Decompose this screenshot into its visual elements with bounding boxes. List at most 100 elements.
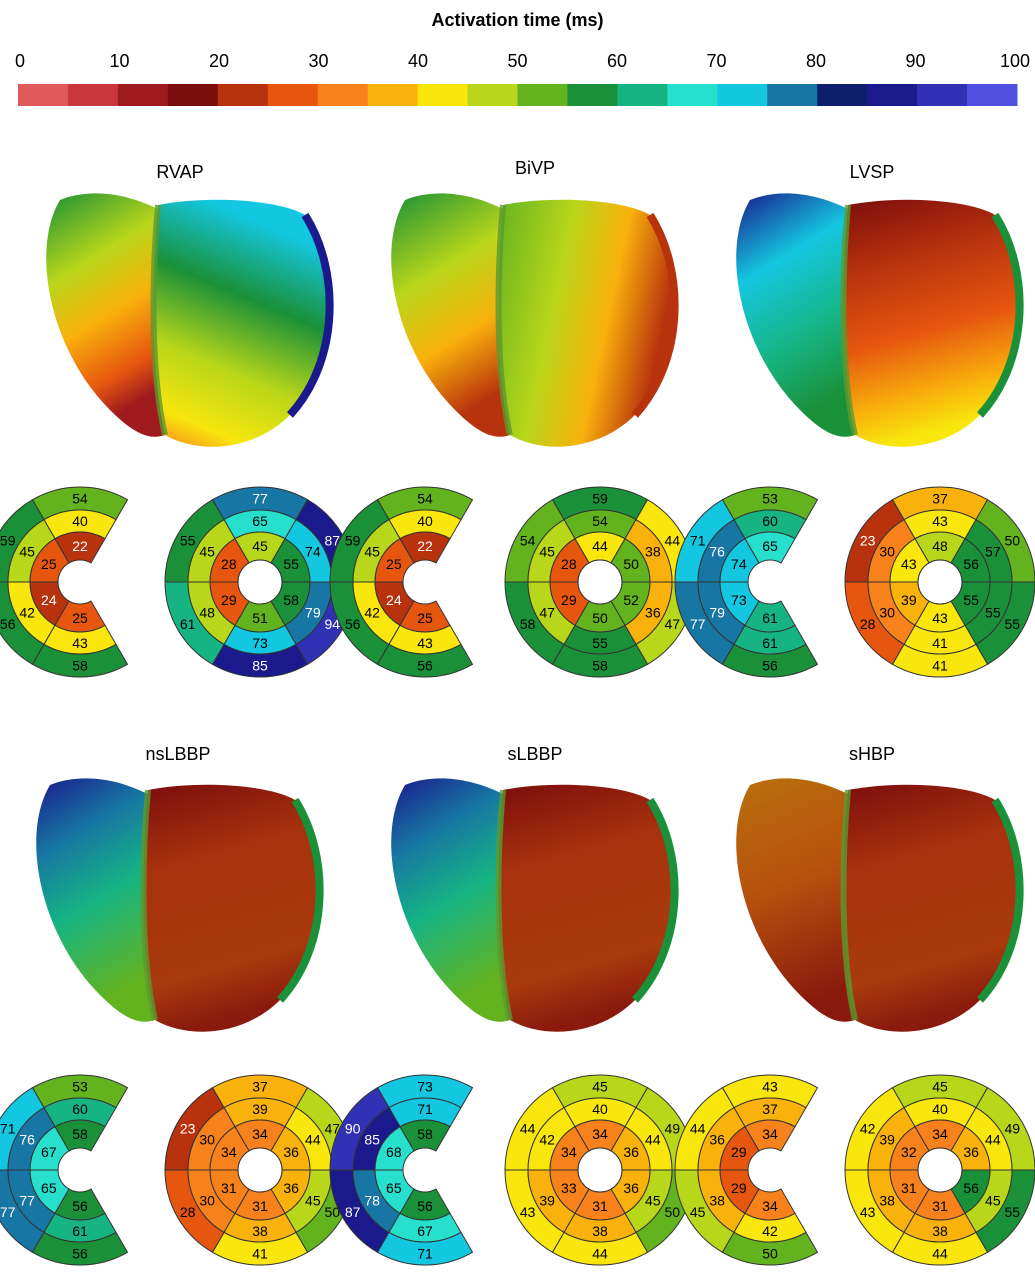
bullseye-segment: [744, 531, 796, 564]
colorbar-swatch: [917, 84, 968, 106]
bullseye-value: 58: [520, 616, 536, 632]
bullseye-value: 50: [623, 556, 639, 572]
heart-rendering: [391, 778, 679, 1032]
bullseye-value: 58: [72, 1126, 88, 1142]
septum: [495, 789, 513, 1021]
bullseye-value: 31: [252, 1198, 268, 1214]
colorbar-swatch: [217, 84, 269, 106]
bullseye-value: 54: [592, 513, 608, 529]
lv-wall: [498, 784, 675, 1032]
bullseye-value: 42: [364, 605, 380, 621]
bullseye-value: 36: [623, 1144, 639, 1160]
lv-rim: [632, 797, 679, 1003]
bullseye-value: 52: [623, 592, 639, 608]
colorbar-tick-label: 50: [507, 51, 528, 71]
bullseye-value: 45: [19, 544, 35, 560]
bullseye-value: 29: [731, 1180, 747, 1196]
bullseye-pair: 53 71 77 56 60 76 77 61 58 67 65 56 37 47 50 41 28 23 39 44…: [0, 1074, 356, 1266]
bullseye-segment: [54, 531, 106, 564]
lv-rim: [277, 797, 324, 1003]
panel-title: RVAP: [156, 162, 204, 182]
bullseye-value: 54: [520, 532, 536, 548]
bullseye-value: 48: [932, 538, 948, 554]
bullseye-value: 56: [963, 556, 979, 572]
bullseye-value: 32: [901, 1144, 917, 1160]
bullseye-value: 90: [345, 1120, 361, 1136]
bullseye-value: 45: [690, 1204, 706, 1220]
bullseye-value: 25: [41, 556, 57, 572]
bullseye-value: 56: [963, 1180, 979, 1196]
bullseye-value: 73: [417, 1079, 433, 1095]
bullseye-value: 40: [72, 513, 88, 529]
bullseye-value: 25: [417, 610, 433, 626]
bullseye-value: 43: [762, 1079, 778, 1095]
colorbar-tick-label: 0: [14, 51, 25, 71]
bullseye-value: 44: [932, 1246, 948, 1262]
bullseye-value: 65: [252, 513, 268, 529]
bullseye-value: 50: [592, 610, 608, 626]
bullseye-value: 28: [561, 556, 577, 572]
rv-wall: [36, 778, 155, 1022]
bullseye-value: 40: [592, 1101, 608, 1117]
septum: [150, 204, 168, 436]
bullseye-value: 31: [221, 1180, 237, 1196]
colorbar-title: Activation time (ms): [431, 10, 604, 30]
colorbar-swatch: [267, 84, 319, 106]
bullseye-center: [917, 559, 963, 605]
bullseye-value: 71: [690, 532, 706, 548]
bullseye-value: 37: [252, 1079, 268, 1095]
bullseye-center: [577, 559, 623, 605]
bullseye-segment: [744, 1188, 796, 1221]
bullseye-value: 22: [417, 538, 433, 554]
bullseye-value: 43: [860, 1204, 876, 1220]
colorbar-tick-label: 60: [606, 51, 628, 71]
bullseye-value: 56: [0, 616, 16, 632]
bullseye-segment: [719, 1169, 760, 1214]
bullseye-value: 28: [860, 616, 876, 632]
bullseye-segment: [719, 1126, 760, 1171]
bullseye-value: 59: [592, 491, 608, 507]
bullseye-value: 50: [325, 1204, 341, 1220]
septum: [140, 789, 158, 1021]
bullseye-value: 61: [762, 610, 778, 626]
bullseye-value: 65: [386, 1180, 402, 1196]
bullseye-value: 73: [731, 592, 747, 608]
bullseye-segment: [29, 1169, 70, 1214]
lv-rim: [977, 797, 1024, 1003]
bullseye-value: 36: [709, 1132, 725, 1148]
bullseye-segment: [29, 538, 70, 583]
lv-wall: [143, 784, 320, 1032]
colorbar-tick-label: 80: [805, 51, 827, 71]
colorbar-swatch: [667, 84, 718, 106]
bullseye-value: 55: [1005, 616, 1021, 632]
bullseye-value: 78: [364, 1193, 380, 1209]
panel-title: sHBP: [848, 744, 895, 764]
bullseye-value: 30: [879, 605, 895, 621]
bullseye-value: 34: [762, 1198, 778, 1214]
bullseye-value: 56: [417, 658, 433, 674]
bullseye-value: 38: [879, 1193, 895, 1209]
bullseye-value: 31: [592, 1198, 608, 1214]
bullseye-value: 30: [199, 1132, 215, 1148]
bullseye-value: 55: [963, 592, 979, 608]
bullseye-value: 79: [709, 605, 725, 621]
rv-wall: [736, 778, 855, 1022]
bullseye-value: 39: [539, 1193, 555, 1209]
colorbar-swatch: [767, 84, 818, 106]
bullseye-value: 65: [41, 1180, 57, 1196]
septum: [840, 789, 858, 1021]
colorbar-swatch: [867, 84, 918, 106]
bullseye-value: 71: [417, 1246, 433, 1262]
bullseye-value: 41: [932, 635, 948, 651]
bullseye-value: 79: [305, 605, 321, 621]
heart-rendering: [736, 778, 1024, 1032]
bullseye-value: 45: [364, 544, 380, 560]
bullseye-value: 55: [180, 532, 196, 548]
bullseye-value: 36: [963, 1144, 979, 1160]
heart-rendering: [391, 193, 679, 447]
bullseye-value: 45: [592, 1079, 608, 1095]
colorbar-tick-label: 100: [999, 51, 1031, 71]
panel-title: sLBBP: [507, 744, 563, 764]
bullseye-value: 48: [199, 605, 215, 621]
bullseye-segment: [29, 1126, 70, 1171]
